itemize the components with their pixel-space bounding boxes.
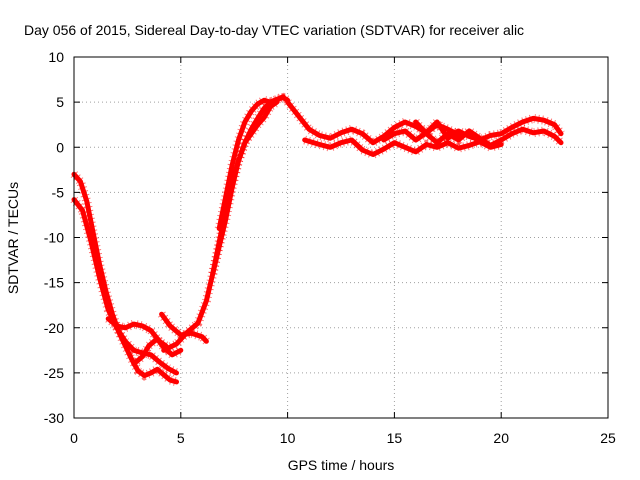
axis-ticks: 0 5 10 15 20 25 10 5 0 -5 -10 -15 -20 -25 -30 [44, 49, 616, 446]
y-tick-label: -30 [44, 410, 64, 426]
x-tick-label: 20 [493, 430, 509, 446]
y-tick-label: 5 [56, 94, 64, 110]
x-tick-label: 10 [280, 430, 296, 446]
y-tick-label: 0 [56, 139, 64, 155]
series-track-10 [302, 137, 504, 157]
grid [74, 57, 608, 418]
chart-title: Day 056 of 2015, Sidereal Day-to-day VTE… [24, 22, 524, 38]
y-tick-label: -10 [44, 230, 64, 246]
y-tick-label: 10 [48, 49, 64, 65]
x-tick-label: 25 [600, 430, 616, 446]
y-tick-label: -25 [44, 365, 64, 381]
x-tick-label: 5 [177, 430, 185, 446]
y-axis-label: SDTVAR / TECUs [5, 182, 21, 294]
y-tick-label: -15 [44, 275, 64, 291]
x-tick-label: 15 [387, 430, 403, 446]
y-tick-label: -20 [44, 320, 64, 336]
data-traces [70, 92, 565, 387]
series-marks-track-1 [70, 171, 178, 387]
series-track-12 [413, 119, 564, 148]
series-marks-track-2 [70, 196, 179, 377]
series-track-4 [131, 336, 184, 367]
x-tick-label: 0 [70, 430, 78, 446]
series-marks-track-5 [157, 311, 210, 345]
series-track-8 [210, 99, 280, 277]
series-marks-track-11 [381, 113, 565, 146]
series-marks-track-3 [105, 315, 169, 350]
x-axis-label: GPS time / hours [288, 457, 395, 473]
y-tick-label: -5 [52, 184, 65, 200]
